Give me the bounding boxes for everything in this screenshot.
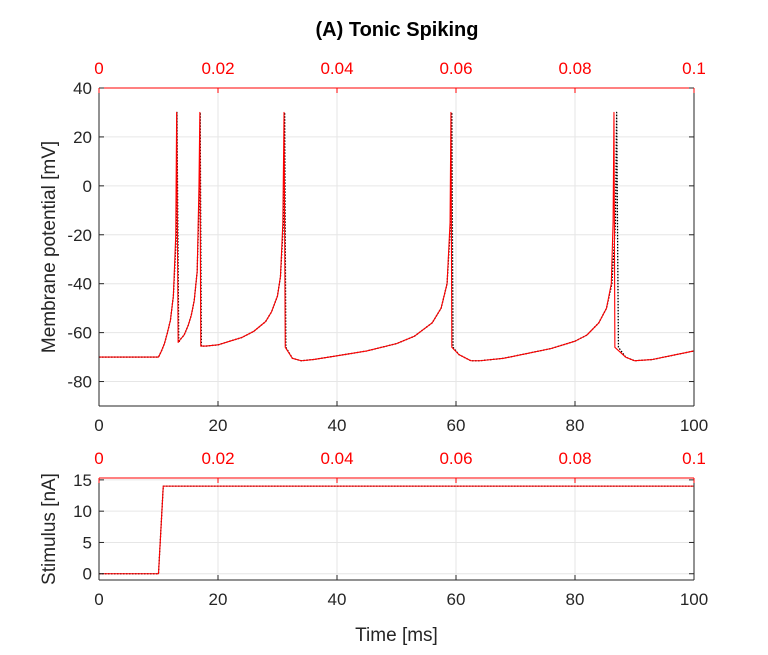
y-tick-label: 15 (73, 471, 92, 490)
top-tick-label: 0.04 (320, 59, 353, 78)
x-tick-label: 40 (328, 416, 347, 435)
y-tick-label: -40 (67, 275, 92, 294)
y-tick-label: 0 (83, 177, 92, 196)
y-tick-label: 40 (73, 79, 92, 98)
x-tick-label: 20 (209, 590, 228, 609)
y-tick-label: 20 (73, 128, 92, 147)
top-tick-label: 0.02 (201, 59, 234, 78)
x-tick-label: 80 (566, 416, 585, 435)
chart-title: (A) Tonic Spiking (316, 19, 479, 41)
y-tick-label: -80 (67, 373, 92, 392)
y-axis-label: Membrane potential [mV] (39, 141, 60, 353)
top-tick-label: 0.06 (439, 449, 472, 468)
y-tick-label: 5 (83, 533, 92, 552)
x-axis-label: Time [ms] (355, 625, 438, 646)
x-tick-label: 0 (94, 416, 103, 435)
top-tick-label: 0.08 (558, 59, 591, 78)
y-tick-label: 10 (73, 502, 92, 521)
y-tick-label: 0 (83, 565, 92, 584)
top-tick-label: 0.04 (320, 449, 353, 468)
x-tick-label: 60 (447, 590, 466, 609)
top-tick-label: 0.1 (682, 59, 706, 78)
plot-area (99, 88, 694, 406)
x-tick-label: 100 (680, 590, 708, 609)
series-line-solid (99, 485, 694, 575)
x-tick-label: 40 (328, 590, 347, 609)
top-tick-label: 0.02 (201, 449, 234, 468)
x-tick-label: 60 (447, 416, 466, 435)
x-tick-label: 0 (94, 590, 103, 609)
y-tick-label: -60 (67, 324, 92, 343)
series-line-solid (99, 111, 695, 362)
top-tick-label: 0.1 (682, 449, 706, 468)
x-tick-label: 20 (209, 416, 228, 435)
y-axis-label: Stimulus [nA] (39, 473, 60, 585)
top-tick-label: 0.06 (439, 59, 472, 78)
x-tick-label: 80 (566, 590, 585, 609)
top-tick-label: 0.08 (558, 449, 591, 468)
plot-area (99, 478, 694, 580)
y-tick-label: -20 (67, 226, 92, 245)
x-tick-label: 100 (680, 416, 708, 435)
top-tick-label: 0 (94, 449, 103, 468)
top-tick-label: 0 (94, 59, 103, 78)
